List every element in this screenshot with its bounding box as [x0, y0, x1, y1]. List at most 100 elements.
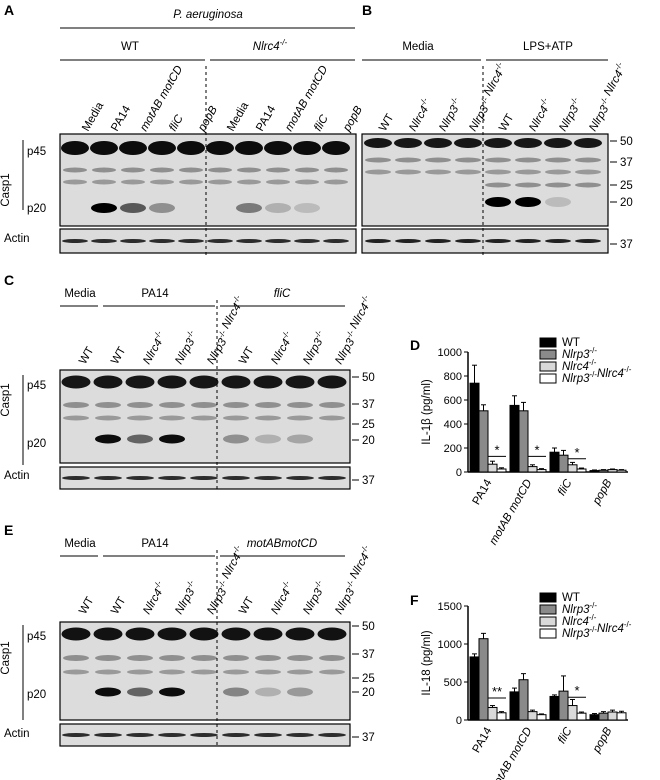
- minor-band: [319, 415, 345, 421]
- minor-band: [545, 182, 571, 188]
- p20-band: [95, 434, 121, 444]
- minor-band: [365, 169, 391, 175]
- lane-label: Nlrp3-/- Nlrc4-/-: [326, 293, 380, 366]
- p45-band: [119, 141, 147, 155]
- panel-c: C Media PA14 fliC WT WT Nlrc4-/-Nlrp3-/-Nl…: [0, 272, 380, 490]
- marker-label: 25: [620, 180, 633, 192]
- actin-band: [294, 239, 320, 243]
- lane-label: fliC: [312, 113, 331, 134]
- marker-label: 37: [620, 239, 633, 251]
- actin-band: [126, 733, 154, 737]
- minor-band: [485, 157, 511, 163]
- lane-label: PA14: [109, 103, 133, 133]
- category-label: motAB motCD: [487, 478, 534, 548]
- legend-label-part: -/-: [589, 601, 597, 610]
- lane-label-part: Nlrc4: [141, 337, 165, 366]
- minor-band: [63, 415, 89, 421]
- lane-label: Nlrp3-/-: [171, 578, 202, 616]
- legend-label-part: -/-: [624, 365, 632, 374]
- y-tick-label: 500: [444, 677, 462, 689]
- p20-band: [127, 434, 153, 444]
- lane-label: Nlrp3-/-: [555, 95, 586, 133]
- legend-label: Nlrp3-/-Nlrc4-/-: [562, 620, 632, 640]
- e-actin-row-label: Actin: [4, 728, 30, 740]
- panel-c-markers: 50 37 25 20 37: [352, 372, 375, 487]
- significance-mark: *: [574, 445, 579, 460]
- group-wt-label: WT: [121, 41, 139, 53]
- minor-band: [266, 167, 290, 173]
- bar: [469, 382, 480, 473]
- c-actin-row-label: Actin: [4, 470, 30, 482]
- legend-label-part: Nlrc4: [562, 616, 589, 628]
- minor-band: [319, 402, 345, 408]
- p20-band: [159, 434, 185, 444]
- y-tick-label: 1000: [438, 639, 462, 651]
- p20-label: p20: [27, 203, 46, 215]
- minor-band: [127, 669, 153, 675]
- p20-band: [287, 687, 313, 697]
- actin-band: [190, 476, 218, 480]
- minor-band: [127, 655, 153, 661]
- legend-label: Nlrp3-/-: [562, 601, 597, 616]
- group-ko-name: Nlrc4: [253, 41, 280, 53]
- blot-b-bands: [364, 138, 602, 243]
- lane-label-part: -/-: [359, 543, 371, 554]
- minor-band: [255, 402, 281, 408]
- actin-band: [286, 476, 314, 480]
- lane-label: WT: [237, 595, 256, 616]
- lane-label: Nlrp3-/-: [435, 95, 466, 133]
- minor-band: [425, 169, 451, 175]
- p45-band: [125, 627, 155, 641]
- p20-band: [149, 203, 175, 213]
- bar: [478, 638, 489, 721]
- lane-label: Nlrp3-/-: [171, 328, 202, 366]
- panel-d-letter: D: [410, 337, 420, 353]
- significance-mark: *: [494, 442, 499, 457]
- p20-band: [255, 434, 281, 444]
- lane-label-part: -/-: [493, 60, 505, 71]
- minor-band: [95, 415, 121, 421]
- lane-label-part: Nlrp3: [557, 103, 581, 133]
- actin-row-label: Actin: [4, 233, 30, 245]
- minor-band: [191, 415, 217, 421]
- minor-band: [287, 402, 313, 408]
- e-p45-label: p45: [27, 631, 46, 643]
- panel-f-letter: F: [410, 592, 419, 608]
- marker-label: 25: [362, 419, 375, 431]
- minor-band: [159, 655, 185, 661]
- minor-band: [223, 402, 249, 408]
- minor-band: [191, 402, 217, 408]
- legend-label: Nlrc4-/-: [562, 358, 597, 373]
- minor-band: [395, 157, 421, 163]
- p45-band: [484, 138, 512, 148]
- significance-mark: *: [534, 442, 539, 457]
- minor-band: [63, 402, 89, 408]
- blot-c-bands: [61, 375, 347, 480]
- bar: [509, 404, 520, 473]
- legend-swatch: [539, 361, 557, 372]
- casp1-row-label: Casp1: [0, 173, 12, 206]
- marker-label: 20: [362, 435, 375, 447]
- actin-band: [236, 239, 262, 243]
- minor-band: [545, 169, 571, 175]
- marker-label: 25: [362, 673, 375, 685]
- minor-band: [191, 655, 217, 661]
- e-group-media: Media: [64, 538, 96, 550]
- legend-label-part: -/-: [589, 346, 597, 355]
- bar: [527, 466, 538, 473]
- panel-b-lane-labels: WT Nlrc4-/-Nlrp3-/-Nlrp3-/- Nlrc4-/-WT Nlr…: [377, 60, 626, 133]
- organism-label: P. aeruginosa: [173, 9, 242, 21]
- lane-label: WT: [497, 112, 516, 133]
- lane-label-part: Nlrc4: [269, 587, 293, 616]
- minor-band: [223, 655, 249, 661]
- actin-band: [575, 239, 601, 243]
- legend-swatch: [539, 628, 557, 639]
- y-tick-label: 200: [444, 443, 462, 455]
- actin-band: [158, 476, 186, 480]
- lane-label-part: -/-: [344, 578, 356, 589]
- lane-label: Nlrc4-/-: [139, 579, 169, 617]
- panel-e: E Media PA14 motABmotCD WT WT Nlrc4-/-Nlrp…: [0, 522, 375, 748]
- actin-band: [485, 239, 511, 243]
- actin-band: [94, 476, 122, 480]
- minor-band: [395, 169, 421, 175]
